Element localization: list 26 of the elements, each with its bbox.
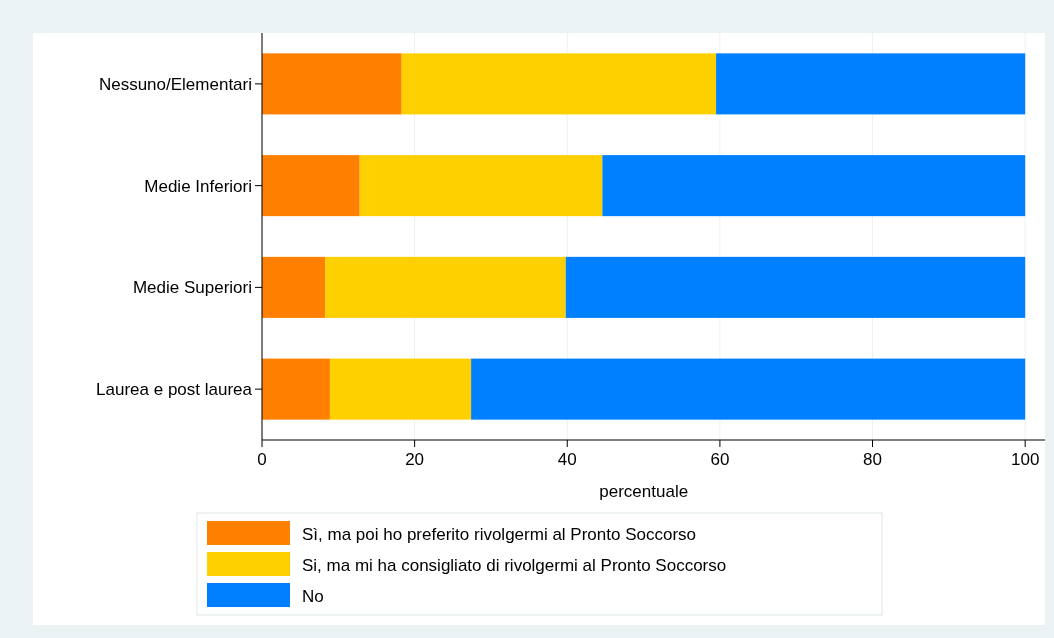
x-tick-label: 0 (257, 450, 267, 469)
legend-label: Si, ma mi ha consigliato di rivolgermi al Pronto Soccorso (302, 556, 727, 575)
y-tick-label: Medie Superiori (132, 278, 252, 298)
y-tick-label: Medie Inferiori (144, 176, 252, 196)
bar (602, 155, 1026, 217)
bar (565, 256, 1026, 318)
bar (262, 53, 402, 115)
bar (262, 256, 326, 318)
bar (262, 155, 360, 217)
bar (329, 358, 472, 420)
bar (325, 256, 566, 318)
bar (471, 358, 1026, 420)
bar (401, 53, 717, 115)
x-axis-title: percentuale (599, 482, 689, 501)
x-tick-label: 100 (1010, 450, 1040, 469)
y-tick-label: Laurea e post laurea (96, 380, 253, 400)
x-tick-label: 40 (557, 450, 577, 469)
x-tick-label: 20 (405, 450, 425, 469)
legend-label: Sì, ma poi ho preferito rivolgermi al Pronto Soccorso (302, 525, 697, 544)
bar (716, 53, 1026, 115)
legend-label: No (302, 587, 324, 606)
bar (359, 155, 603, 217)
bar (262, 358, 330, 420)
y-tick-label: Nessuno/Elementari (98, 74, 252, 94)
x-tick-label: 60 (710, 450, 730, 469)
x-tick-label: 80 (863, 450, 882, 469)
